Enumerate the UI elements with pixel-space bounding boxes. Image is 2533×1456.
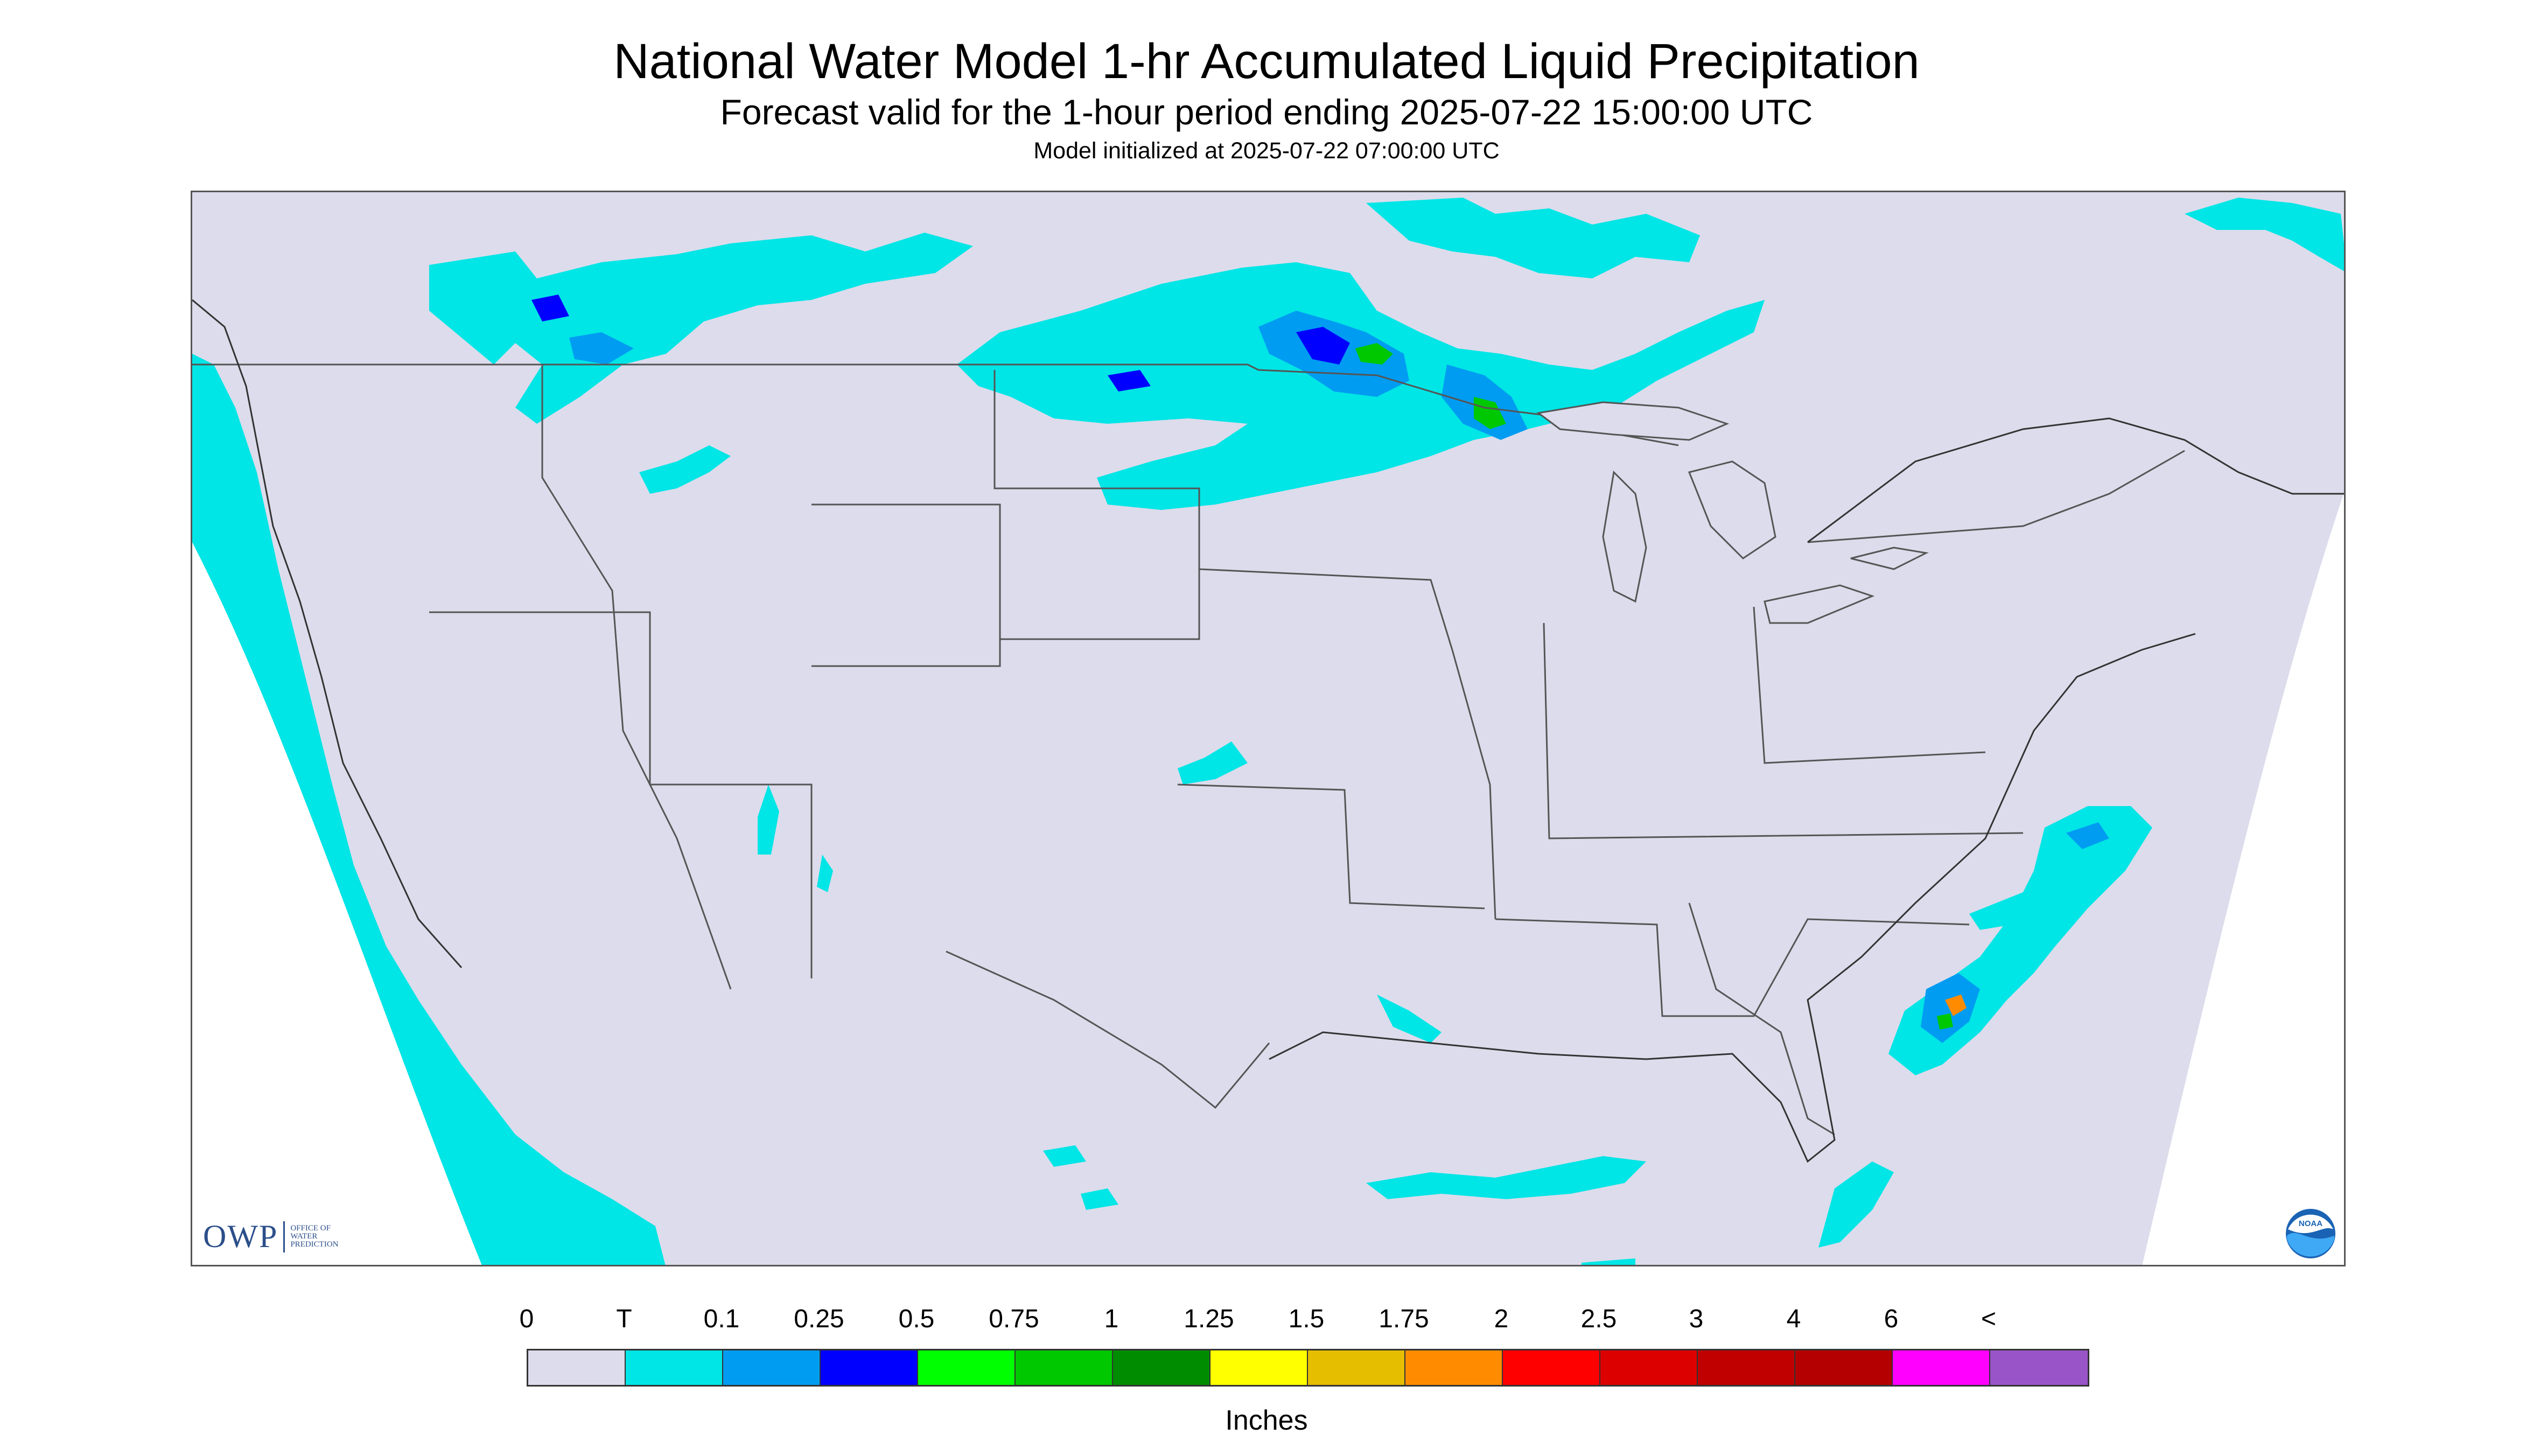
legend-swatch [918, 1350, 1016, 1385]
legend-swatch [1016, 1350, 1113, 1385]
legend-swatch [1795, 1350, 1893, 1385]
legend-tick-label: 2.5 [1580, 1305, 1617, 1333]
pacific-trace-precip [192, 354, 666, 1265]
legend-swatch [1308, 1350, 1405, 1385]
map-subtitle: Forecast valid for the 1-hour period end… [720, 92, 1813, 132]
owp-logo-text: OFFICE OF WATER PREDICTION [290, 1224, 338, 1249]
legend-swatch [1600, 1350, 1698, 1385]
legend-tick-label: 0 [519, 1305, 534, 1333]
legend-swatch [1405, 1350, 1503, 1385]
owp-logo-separator [283, 1221, 285, 1252]
legend-tick-label: 1.75 [1379, 1305, 1429, 1333]
legend-swatch [626, 1350, 723, 1385]
model-domain [192, 192, 2344, 1265]
great-lakes [1536, 401, 1929, 624]
legend-tick-label: 2 [1494, 1305, 1509, 1333]
legend-tick-label: 0.1 [703, 1305, 740, 1333]
legend-tick-label: 3 [1689, 1305, 1704, 1333]
precipitation-map: OWP OFFICE OF WATER PREDICTION NOAA [191, 191, 2346, 1266]
noaa-logo-text: NOAA [2299, 1219, 2322, 1228]
atlantic-convection [1888, 806, 2152, 1075]
legend-swatch [1503, 1350, 1600, 1385]
legend-tick-label: 1.25 [1184, 1305, 1234, 1333]
legend-tick-label: 0.5 [898, 1305, 935, 1333]
legend-tick-label: 4 [1786, 1305, 1801, 1333]
legend-tick-label: 0.75 [989, 1305, 1039, 1333]
model-init-line: Model initialized at 2025-07-22 07:00:00… [1033, 138, 1500, 164]
legend-swatch [1698, 1350, 1795, 1385]
legend-tick-label: 1.5 [1288, 1305, 1325, 1333]
legend-swatch [821, 1350, 918, 1385]
legend-tick-label: T [616, 1305, 632, 1333]
legend-swatch [1210, 1350, 1308, 1385]
legend-swatch [723, 1350, 821, 1385]
legend-tick-label: < [1981, 1305, 1997, 1333]
owp-logo-line: PREDICTION [290, 1240, 339, 1249]
owp-logo-line: OFFICE OF [290, 1224, 331, 1233]
legend-colorbar [527, 1349, 2089, 1387]
legend-tick-label: 0.25 [794, 1305, 844, 1333]
owp-logo: OWP OFFICE OF WATER PREDICTION [203, 1218, 339, 1255]
legend-swatch [1893, 1350, 1990, 1385]
map-canvas [192, 192, 2344, 1265]
legend-units-label: Inches [1225, 1405, 1308, 1436]
legend-swatch [1990, 1350, 2088, 1385]
owp-logo-letters: OWP [203, 1219, 278, 1254]
legend-swatch [1113, 1350, 1210, 1385]
owp-logo-line: WATER [290, 1232, 318, 1241]
coastlines [192, 299, 2344, 1163]
gulf-trace-precip [1043, 995, 1894, 1265]
legend-swatch [528, 1350, 626, 1385]
legend-tick-label: 1 [1104, 1305, 1119, 1333]
legend-tick-label: 6 [1884, 1305, 1899, 1333]
map-title: National Water Model 1-hr Accumulated Li… [613, 34, 1920, 89]
noaa-logo-icon: NOAA [2286, 1209, 2335, 1258]
